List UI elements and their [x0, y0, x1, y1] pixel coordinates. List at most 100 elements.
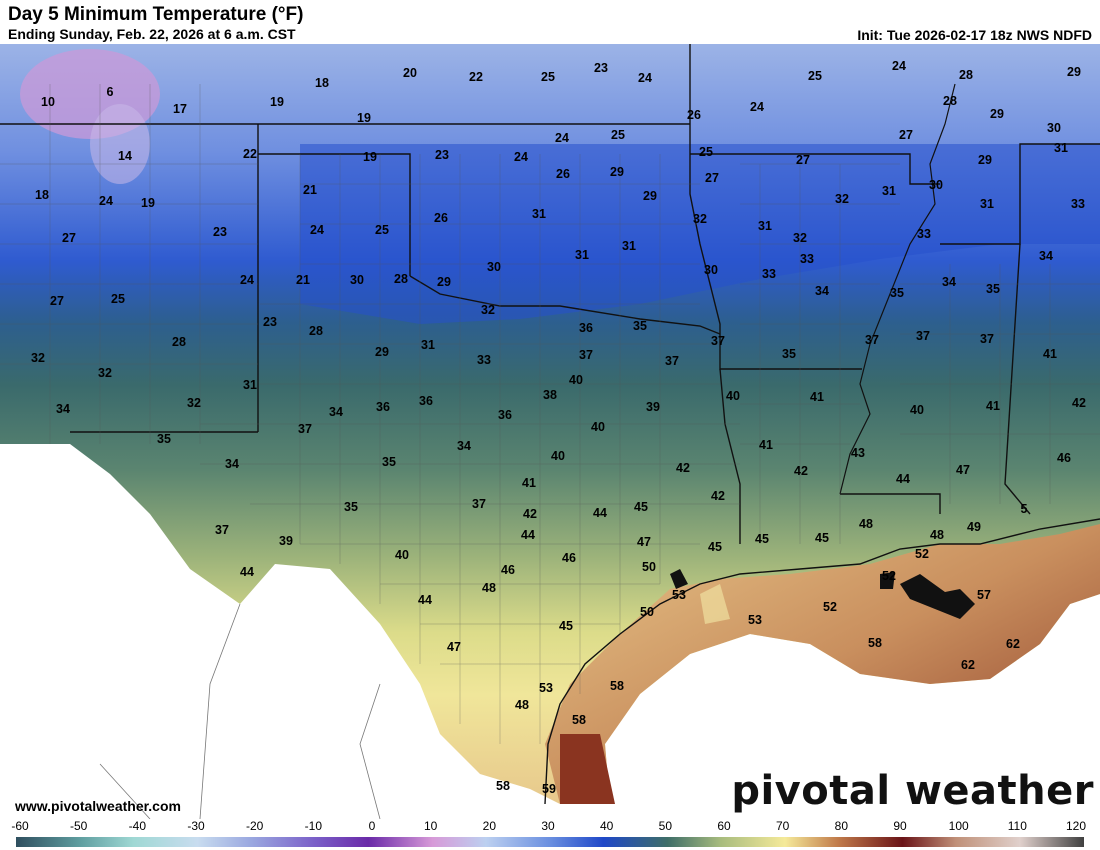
- temp-label: 58: [868, 636, 882, 650]
- temp-label: 58: [572, 713, 586, 727]
- temp-label: 40: [726, 389, 740, 403]
- temp-label: 39: [646, 400, 660, 414]
- legend-tick: -40: [128, 819, 146, 833]
- mexico-no-data: [0, 444, 560, 819]
- temp-label: 27: [705, 171, 719, 185]
- temp-label: 24: [555, 131, 569, 145]
- temp-label: 27: [50, 294, 64, 308]
- temp-label: 24: [99, 194, 113, 208]
- temp-label: 46: [1057, 451, 1071, 465]
- legend-tick: 110: [1007, 819, 1027, 833]
- temp-label: 30: [704, 263, 718, 277]
- legend-tick: -50: [69, 819, 88, 833]
- legend-strip: [16, 837, 1084, 847]
- state-borders: [0, 44, 1100, 544]
- legend-tick: 20: [482, 819, 497, 833]
- temp-label: 48: [859, 517, 873, 531]
- temp-label: 27: [796, 153, 810, 167]
- temperature-labels: 10 6 17 19 18 20 22 25 23 24 25 24 28 29 14 22 19 19 23 24 2…: [31, 59, 1086, 796]
- temp-label: 35: [344, 500, 358, 514]
- temp-label: 37: [215, 523, 229, 537]
- website-label: www.pivotalweather.com: [15, 798, 181, 814]
- temp-label: 34: [56, 402, 70, 416]
- temp-label: 37: [980, 332, 994, 346]
- temp-label: 41: [986, 399, 1000, 413]
- temp-label: 29: [1067, 65, 1081, 79]
- temp-label: 22: [243, 147, 257, 161]
- legend-tick: 100: [948, 819, 969, 833]
- brand-watermark: pivotal weather: [731, 768, 1094, 814]
- legend-tick: -30: [187, 819, 205, 833]
- temp-label: 23: [213, 225, 227, 239]
- temp-label: 47: [637, 535, 651, 549]
- temp-label: 5: [1021, 502, 1028, 516]
- temp-label: 27: [62, 231, 76, 245]
- temperature-map[interactable]: 10 6 17 19 18 20 22 25 23 24 25 24 28 29 14 22 19 19 23 24 2…: [0, 44, 1100, 819]
- temp-label: 21: [303, 183, 317, 197]
- temp-label: 24: [892, 59, 906, 73]
- temp-label: 42: [523, 507, 537, 521]
- temp-label: 41: [522, 476, 536, 490]
- temp-label: 47: [956, 463, 970, 477]
- temp-label: 36: [419, 394, 433, 408]
- init-time: Init: Tue 2026-02-17 18z NWS NDFD: [857, 27, 1092, 43]
- temp-label: 33: [1071, 197, 1085, 211]
- temp-label: 17: [173, 102, 187, 116]
- temp-label: 25: [541, 70, 555, 84]
- temp-label: 42: [676, 461, 690, 475]
- temp-label: 31: [575, 248, 589, 262]
- temp-label: 26: [434, 211, 448, 225]
- temp-label: 40: [551, 449, 565, 463]
- temp-label: 29: [610, 165, 624, 179]
- temp-label: 43: [851, 446, 865, 460]
- temp-label: 40: [395, 548, 409, 562]
- temp-label: 44: [240, 565, 254, 579]
- temp-label: 33: [762, 267, 776, 281]
- temp-label: 23: [263, 315, 277, 329]
- temp-label: 59: [542, 782, 556, 796]
- legend-tick: 120: [1065, 819, 1087, 833]
- temp-label: 40: [591, 420, 605, 434]
- legend-tick: -20: [245, 819, 264, 833]
- temp-label: 30: [487, 260, 501, 274]
- temp-label: 29: [643, 189, 657, 203]
- temp-label: 36: [376, 400, 390, 414]
- temp-label: 19: [363, 150, 377, 164]
- temp-label: 39: [279, 534, 293, 548]
- temp-label: 40: [910, 403, 924, 417]
- temp-label: 35: [633, 319, 647, 333]
- legend-tick: 0: [368, 819, 376, 833]
- temp-label: 62: [961, 658, 975, 672]
- temp-label: 29: [437, 275, 451, 289]
- temp-label: 45: [815, 531, 829, 545]
- temp-label: 58: [610, 679, 624, 693]
- temp-label: 35: [782, 347, 796, 361]
- temp-label: 33: [917, 227, 931, 241]
- temp-label: 24: [240, 273, 254, 287]
- temp-label: 34: [1039, 249, 1053, 263]
- temp-label: 53: [748, 613, 762, 627]
- color-legend: -60 -50 -40 -30 -20 -10 0 10 20 30 40 50 60 70 80 90 100…: [0, 819, 1100, 850]
- temp-label: 24: [514, 150, 528, 164]
- temp-label: 28: [959, 68, 973, 82]
- temp-label: 29: [990, 107, 1004, 121]
- temp-label: 35: [986, 282, 1000, 296]
- temp-label: 32: [693, 212, 707, 226]
- legend-tick: -10: [304, 819, 322, 833]
- temp-label: 44: [896, 472, 910, 486]
- temp-label: 37: [579, 348, 593, 362]
- valid-time: Ending Sunday, Feb. 22, 2026 at 6 a.m. C…: [8, 26, 296, 42]
- temp-label: 35: [890, 286, 904, 300]
- legend-tick: -60: [11, 819, 29, 833]
- temp-label: 29: [978, 153, 992, 167]
- temp-label: 42: [711, 489, 725, 503]
- temp-label: 25: [611, 128, 625, 142]
- temp-label: 49: [967, 520, 981, 534]
- temp-label: 10: [41, 95, 55, 109]
- temp-label: 41: [759, 438, 773, 452]
- legend-tick: 80: [834, 819, 849, 833]
- temp-label: 57: [977, 588, 991, 602]
- temp-label: 27: [899, 128, 913, 142]
- mexico-states: [99, 603, 381, 819]
- temp-label: 23: [594, 61, 608, 75]
